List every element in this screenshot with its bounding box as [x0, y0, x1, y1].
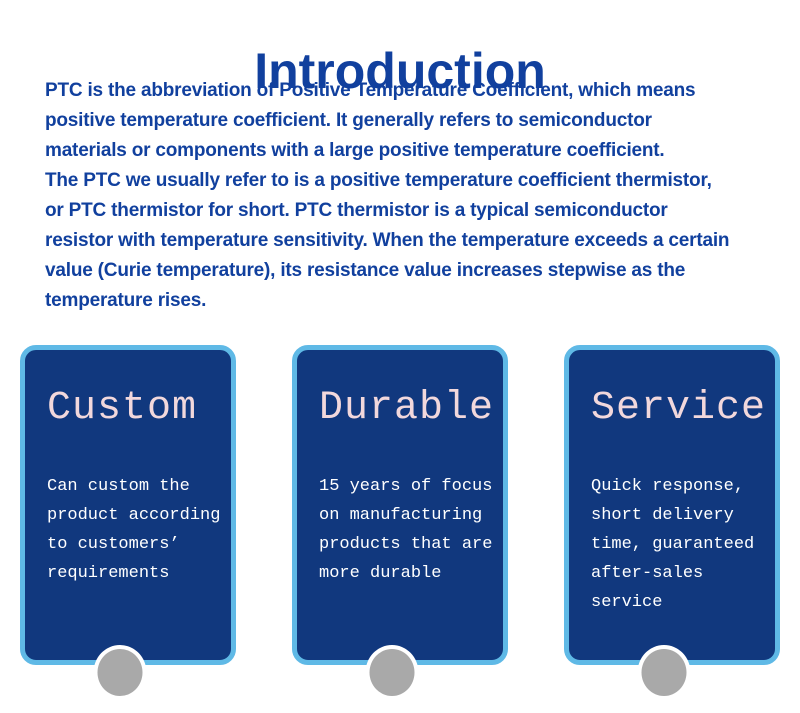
card-title: Durable: [319, 386, 495, 431]
card-body: Quick response, short delivery time, gua…: [591, 477, 755, 612]
card-body: Can custom the product according to cust…: [47, 477, 221, 583]
card-title: Service: [591, 386, 767, 431]
card-body: 15 years of focus on manufacturing produ…: [319, 477, 493, 583]
page-title: Introduction: [254, 42, 546, 99]
intro-paragraph: PTC is the abbreviation of Positive Temp…: [45, 80, 730, 311]
card-dot-decoration: [365, 645, 419, 700]
card-dot-decoration: [637, 645, 691, 700]
feature-cards: Custom Can custom the product according …: [20, 345, 780, 700]
feature-card-service: Service Quick response, short delivery t…: [564, 345, 780, 700]
card-dot-decoration: [93, 645, 147, 700]
feature-card-durable: Durable 15 years of focus on manufacturi…: [292, 345, 508, 700]
feature-card-custom: Custom Can custom the product according …: [20, 345, 236, 700]
card-title: Custom: [47, 386, 198, 431]
